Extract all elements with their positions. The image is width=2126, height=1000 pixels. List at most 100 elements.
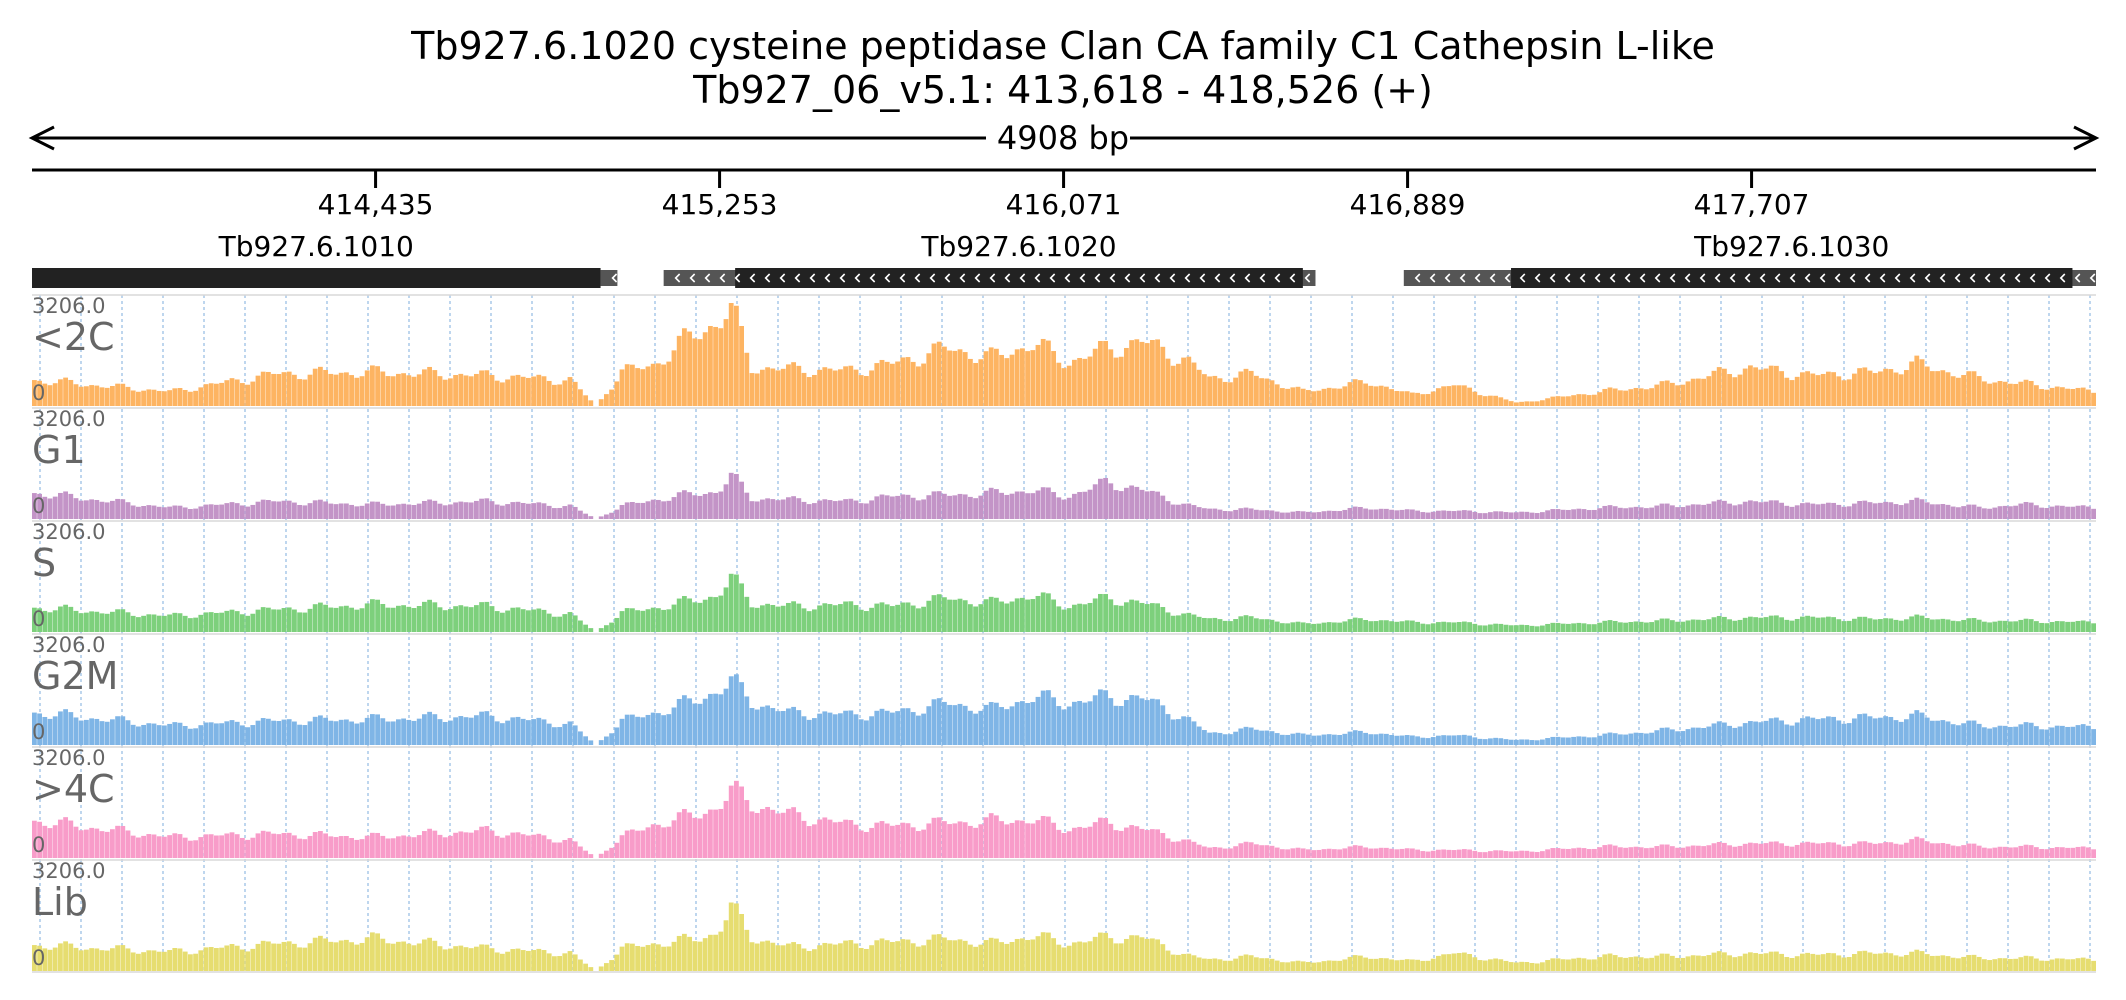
coverage-bar	[1269, 845, 1275, 858]
coverage-bar	[125, 948, 131, 971]
coverage-bar	[188, 954, 193, 971]
coverage-bar	[1654, 384, 1660, 406]
coverage-bar	[739, 914, 744, 971]
coverage-bar	[1243, 368, 1249, 406]
coverage-bar	[1592, 624, 1597, 632]
coverage-bar	[448, 835, 453, 858]
coverage-bar	[983, 351, 989, 406]
coverage-bar	[2065, 847, 2070, 858]
coverage-bar	[1919, 499, 1925, 519]
coverage-bar	[42, 610, 48, 632]
coverage-bar	[1181, 613, 1186, 632]
strand-arrow	[1444, 273, 1451, 283]
coverage-bar	[286, 500, 292, 519]
coverage-bar	[1701, 504, 1706, 519]
coverage-bar	[1139, 937, 1145, 971]
coverage-bar	[801, 501, 807, 519]
coverage-bar	[1987, 383, 1992, 406]
coverage-bar	[1722, 842, 1727, 858]
coverage-bar	[1191, 362, 1197, 406]
coverage-bar	[214, 723, 219, 745]
coverage-bar	[203, 722, 209, 745]
coverage-bar	[463, 375, 469, 406]
coverage-bar	[962, 705, 968, 745]
coverage-bar	[63, 604, 68, 632]
coverage-bar	[1805, 371, 1810, 406]
coverage-bar	[1165, 358, 1171, 406]
coverage-bar	[1337, 622, 1342, 632]
coverage-bar	[125, 720, 131, 745]
coverage-bar	[890, 606, 895, 632]
coverage-bar	[1940, 618, 1946, 632]
coverage-bar	[713, 492, 718, 519]
coverage-bar	[1347, 382, 1353, 406]
coverage-bar	[63, 491, 68, 519]
coverage-bar	[884, 823, 890, 858]
coverage-bar	[687, 598, 692, 632]
coverage-bar	[177, 505, 183, 519]
coverage-bar	[801, 820, 807, 858]
coverage-bar	[2034, 726, 2039, 745]
coverage-bar	[224, 721, 230, 745]
coverage-bar	[921, 499, 926, 519]
coverage-bar	[973, 362, 978, 406]
coverage-bar	[983, 599, 989, 632]
coverage-bar	[1904, 719, 1909, 745]
coverage-bar	[1529, 962, 1535, 971]
coverage-bar	[749, 607, 755, 632]
coverage-bar	[1846, 620, 1852, 632]
coverage-bar	[822, 817, 828, 858]
coverage-bar	[2091, 508, 2096, 519]
coverage-bar	[2065, 621, 2070, 632]
coverage-bar	[676, 935, 682, 971]
coverage-bar	[47, 828, 53, 858]
coverage-bar	[1311, 962, 1316, 971]
coverage-bar	[650, 607, 656, 632]
coverage-bar	[338, 719, 344, 745]
coverage-bar	[2091, 392, 2096, 406]
coverage-bar	[468, 376, 474, 406]
coverage-bar	[453, 832, 458, 858]
coverage-bar	[1040, 338, 1046, 406]
coverage-bar	[240, 505, 245, 519]
coverage-bar	[141, 505, 146, 519]
gene-cds	[32, 268, 601, 288]
coverage-bar	[749, 811, 755, 858]
coverage-bar	[1186, 356, 1192, 406]
coverage-bar	[442, 610, 448, 632]
coverage-bar	[1196, 844, 1202, 858]
coverage-bar	[572, 725, 578, 745]
coverage-bar	[297, 379, 302, 406]
coverage-bar	[1831, 716, 1836, 745]
coverage-bar	[1087, 489, 1093, 519]
strand-arrow	[1954, 273, 1961, 283]
coverage-bar	[1602, 620, 1608, 632]
coverage-bar	[1805, 952, 1810, 971]
coverage-bar	[1092, 822, 1098, 858]
coverage-bar	[437, 503, 443, 519]
coverage-bar	[432, 370, 438, 406]
coverage-bar	[557, 384, 562, 406]
coverage-bar	[234, 945, 240, 971]
coverage-bar	[104, 950, 110, 971]
coverage-bar	[931, 343, 937, 406]
coverage-bar	[136, 837, 141, 858]
coverage-bar	[156, 725, 162, 745]
coverage-bar	[312, 368, 318, 406]
coverage-bar	[172, 612, 178, 632]
coverage-bar	[266, 500, 271, 519]
coverage-bar	[1425, 394, 1431, 406]
coverage-bar	[650, 499, 656, 519]
coverage-bar	[1633, 732, 1639, 745]
coverage-bar	[1815, 843, 1821, 858]
coverage-bar	[1966, 504, 1972, 519]
strand-arrow	[1109, 273, 1116, 283]
coverage-bar	[1576, 957, 1582, 971]
coverage-bar	[2013, 958, 2018, 971]
coverage-bar	[1550, 622, 1556, 632]
coverage-bar	[1035, 490, 1041, 519]
coverage-bar	[552, 508, 557, 519]
coverage-bar	[936, 491, 942, 519]
coverage-bar	[1555, 396, 1561, 406]
coverage-bar	[1654, 620, 1660, 632]
